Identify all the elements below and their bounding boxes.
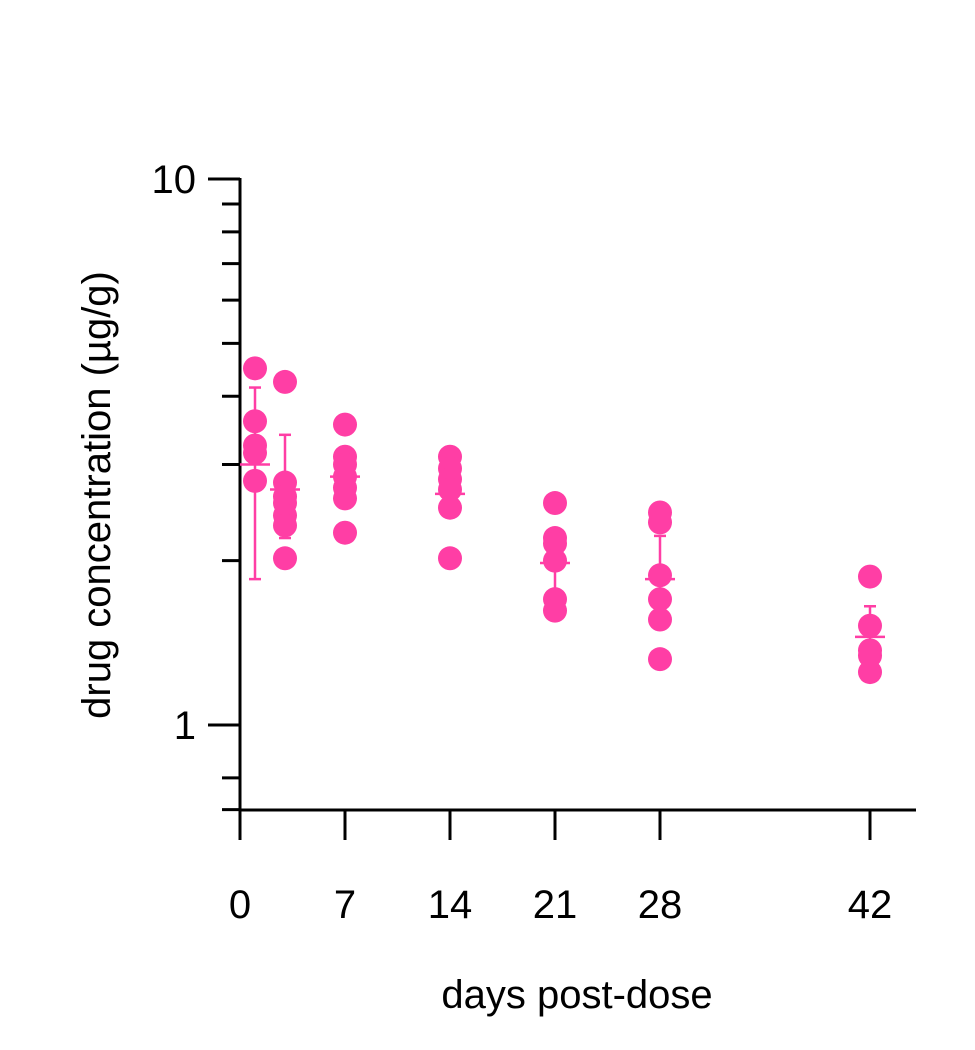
data-point (273, 513, 297, 538)
data-point (858, 643, 882, 668)
x-tick-label: 28 (638, 883, 683, 927)
data-point (648, 647, 672, 672)
data-point (648, 587, 672, 612)
axes: 1 10 0 7 14 21 28 42 (152, 158, 916, 927)
data-point (543, 548, 567, 573)
y-axis-title: drug concentration (µg/g) (75, 271, 119, 719)
data-point (648, 510, 672, 535)
data-point (333, 520, 357, 545)
x-tick-label: 42 (848, 883, 893, 927)
x-axis-title: days post-dose (441, 973, 712, 1017)
y-tick-label: 10 (152, 158, 197, 202)
data-point (333, 412, 357, 437)
x-tick-label: 14 (428, 883, 473, 927)
x-tick-label: 7 (334, 883, 356, 927)
data-point (543, 531, 567, 556)
data-point (438, 546, 462, 571)
x-tick-label: 0 (229, 883, 251, 927)
y-ticks: 1 10 (152, 158, 240, 812)
data-point (648, 607, 672, 632)
data-point (243, 468, 267, 493)
data-point (858, 564, 882, 589)
data-point (543, 491, 567, 516)
data-point (273, 369, 297, 394)
x-ticks: 0 7 14 21 28 42 (229, 810, 892, 927)
data-point (243, 440, 267, 465)
data-point (648, 563, 672, 588)
data-point (273, 546, 297, 571)
y-tick-label: 1 (174, 704, 196, 748)
x-tick-label: 21 (533, 883, 578, 927)
data-point (333, 486, 357, 511)
data-point (438, 495, 462, 520)
data-points (243, 356, 882, 685)
data-point (858, 660, 882, 685)
data-point (243, 409, 267, 434)
data-point (858, 613, 882, 638)
data-point (243, 356, 267, 381)
data-point (543, 598, 567, 623)
data-point (438, 477, 462, 502)
